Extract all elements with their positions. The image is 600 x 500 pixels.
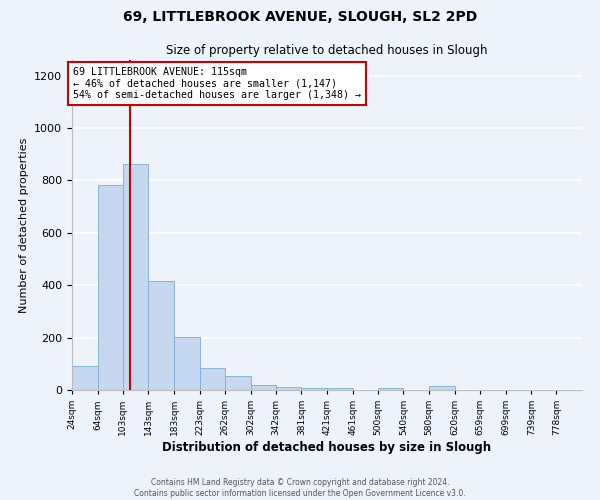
Text: 69 LITTLEBROOK AVENUE: 115sqm
← 46% of detached houses are smaller (1,147)
54% o: 69 LITTLEBROOK AVENUE: 115sqm ← 46% of d… [73,66,361,100]
Bar [378,388,403,390]
Text: Contains HM Land Registry data © Crown copyright and database right 2024.
Contai: Contains HM Land Registry data © Crown c… [134,478,466,498]
Bar [225,376,251,390]
Bar [301,388,327,390]
X-axis label: Distribution of detached houses by size in Slough: Distribution of detached houses by size … [163,441,491,454]
Bar [174,336,200,390]
Bar [148,282,174,390]
Title: Size of property relative to detached houses in Slough: Size of property relative to detached ho… [166,44,488,58]
Bar [429,386,455,390]
Bar [72,366,98,390]
Bar [327,388,353,390]
Y-axis label: Number of detached properties: Number of detached properties [19,138,29,312]
Bar [251,385,276,390]
Text: 69, LITTLEBROOK AVENUE, SLOUGH, SL2 2PD: 69, LITTLEBROOK AVENUE, SLOUGH, SL2 2PD [123,10,477,24]
Bar [98,185,123,390]
Bar [276,387,301,390]
Bar [200,368,225,390]
Bar [123,164,148,390]
